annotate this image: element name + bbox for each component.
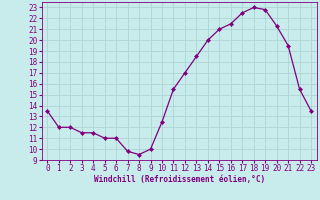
X-axis label: Windchill (Refroidissement éolien,°C): Windchill (Refroidissement éolien,°C) — [94, 175, 265, 184]
